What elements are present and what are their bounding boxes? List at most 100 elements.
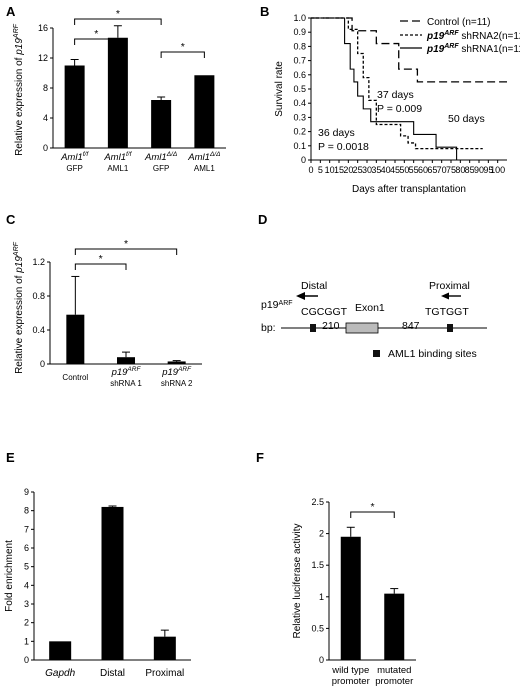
x-tick-label: 40 [381, 165, 391, 175]
y-tick-label: 6 [24, 543, 29, 553]
proximal-label: Proximal [429, 280, 470, 292]
category-sublabel: shRNA 2 [161, 379, 193, 388]
x-tick-label: 30 [362, 165, 372, 175]
panel-label-b: B [260, 4, 269, 19]
x-tick-label: 50 [399, 165, 409, 175]
distance-proximal: 847 [402, 320, 420, 332]
bar [49, 641, 72, 660]
y-tick-label: 0 [24, 655, 29, 665]
y-tick-label: 0.8 [32, 291, 45, 301]
distal-binding-site [310, 324, 316, 332]
y-tick-label: 2 [24, 618, 29, 628]
significance-star: * [99, 253, 103, 265]
legend-entry: p19ARF shRNA2(n=12) [426, 30, 520, 42]
category-label: Control [62, 373, 88, 382]
chart-e: 0 1 2 3 4 5 6 7 8 9 Fold enrichment Gapdh Distal Prox… [4, 487, 191, 679]
x-tick-label: 100 [490, 165, 505, 175]
category-label: Aml1f/f [103, 151, 132, 163]
bar [384, 593, 405, 660]
curve-annotation: P = 0.009 [377, 103, 422, 115]
significance-star: * [370, 501, 374, 513]
bar [101, 506, 124, 660]
x-tick-label: 25 [353, 165, 363, 175]
panel-label-e: E [6, 450, 15, 465]
category-label: promoter [332, 676, 370, 687]
y-tick-label: 0.2 [293, 127, 306, 137]
category-label: wild type [331, 665, 369, 676]
survival-curve [311, 17, 483, 150]
category-label: mutated [377, 665, 411, 676]
proximal-arrowhead [441, 292, 449, 300]
y-tick-label: 0.1 [293, 141, 306, 151]
curve-annotation: P = 0.0018 [318, 141, 369, 153]
x-tick-label: 75 [446, 165, 456, 175]
y-tick-label: 3 [24, 599, 29, 609]
legend-entry: Control (n=11) [427, 17, 490, 28]
y-tick-label: 7 [24, 524, 29, 534]
distal-label: Distal [301, 280, 327, 292]
y-tick-label: 0.3 [293, 112, 306, 122]
y-tick-label: 1.2 [32, 257, 45, 267]
y-tick-label: 8 [24, 506, 29, 516]
category-label: Distal [100, 668, 125, 679]
x-tick-label: 95 [483, 165, 493, 175]
y-tick-label: 1.5 [311, 560, 324, 570]
y-tick-label: 9 [24, 487, 29, 497]
survival-curve [311, 17, 507, 83]
curve-annotation: 36 days [318, 127, 355, 139]
significance-star: * [124, 238, 128, 250]
y-tick-label: 0.4 [293, 98, 306, 108]
panel-label-c: C [6, 212, 16, 227]
category-sublabel: GFP [153, 164, 169, 173]
distance-distal: 210 [322, 320, 340, 332]
x-tick-label: 15 [334, 165, 344, 175]
panel-label-d: D [258, 212, 267, 227]
proximal-sequence: TGTGGT [425, 306, 469, 318]
category-sublabel: GFP [66, 164, 82, 173]
survival-curve [311, 17, 458, 160]
y-tick-label: 0.4 [32, 325, 45, 335]
bp-label: bp: [261, 322, 276, 334]
binding-site-legend-marker [373, 350, 380, 357]
x-tick-label: 20 [343, 165, 353, 175]
x-tick-label: 65 [427, 165, 437, 175]
significance-bracket [160, 51, 205, 58]
y-tick-label: 0.8 [293, 41, 306, 51]
x-tick-label: 55 [409, 165, 419, 175]
bar [117, 357, 135, 364]
category-label: p19ARF [161, 366, 192, 378]
category-label: promoter [375, 676, 413, 687]
y-axis-label: Relative expression of p19ARF [13, 23, 25, 156]
y-axis-label: Relative expression of p19ARF [13, 241, 25, 374]
curve-annotation: 37 days [377, 89, 414, 101]
category-label: p19ARF [111, 366, 142, 378]
bar [153, 636, 176, 660]
bar [194, 75, 215, 148]
y-tick-label: 0.5 [311, 623, 324, 633]
y-tick-label: 0.7 [293, 56, 306, 66]
x-tick-label: 80 [455, 165, 465, 175]
bar [167, 361, 186, 364]
exon-label: Exon1 [355, 302, 385, 314]
category-label: Aml1Δ/Δ [144, 151, 177, 163]
chart-f: 0 0.5 1 1.5 2 2.5 * Relative luciferase activit… [292, 497, 416, 687]
y-tick-label: 1 [24, 636, 29, 646]
x-tick-label: 45 [390, 165, 400, 175]
category-label: Aml1Δ/Δ [187, 151, 220, 163]
category-label: Gapdh [45, 668, 75, 679]
y-axis-label: Fold enrichment [4, 540, 15, 612]
gene-name: p19ARF [261, 299, 293, 311]
category-label: Aml1f/f [60, 151, 89, 163]
significance-star: * [94, 28, 98, 40]
chart-c: 0 0.4 0.8 1.2 * * Relative expression of p19AR… [13, 238, 202, 388]
category-sublabel: shRNA 1 [110, 379, 142, 388]
y-tick-label: 0.9 [293, 27, 306, 37]
bar [151, 100, 172, 148]
binding-site-legend: AML1 binding sites [388, 348, 477, 360]
curve-annotation: 50 days [448, 113, 485, 125]
y-tick-label: 0 [301, 155, 306, 165]
bar [107, 37, 128, 148]
y-tick-label: 4 [43, 113, 48, 123]
bar [64, 65, 85, 148]
